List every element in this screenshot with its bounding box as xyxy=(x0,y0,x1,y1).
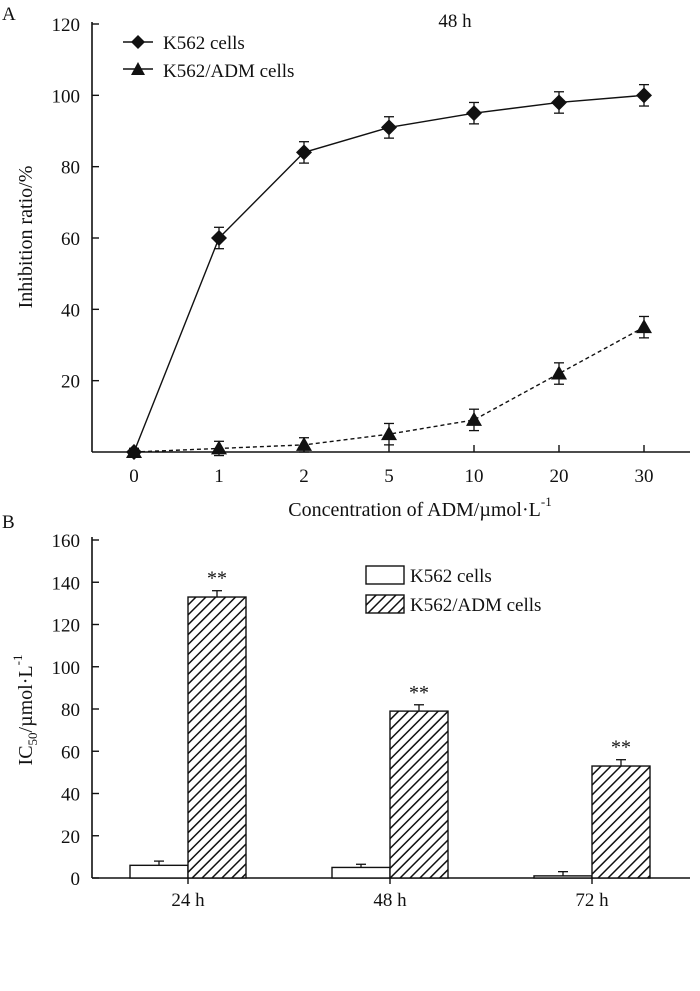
data-point-diamond xyxy=(636,87,652,104)
bar-k562-adm xyxy=(187,596,247,879)
panel-a-x-ticks: 0 1 2 5 10 20 30 xyxy=(129,445,654,487)
y-tick-label: 160 xyxy=(52,531,81,552)
x-tick-label: 1 xyxy=(214,466,224,487)
bar-k562-adm xyxy=(591,765,651,879)
panel-a: A 48 h 20 40 60 80 100 120 0 1 2 5 10 20 30 Inhibit… xyxy=(2,4,690,521)
panel-a-y-ticks: 20 40 60 80 100 120 xyxy=(52,15,99,393)
panel-a-x-label: Concentration of ADM/µmol·L-1 xyxy=(288,494,551,521)
x-tick-label: 10 xyxy=(465,466,484,487)
panel-a-series xyxy=(126,83,652,460)
panel-b-label: B xyxy=(2,512,15,533)
legend-swatch-k562 xyxy=(365,565,405,585)
significance-label: ** xyxy=(207,568,227,590)
data-point-triangle xyxy=(296,436,312,451)
y-tick-label: 120 xyxy=(52,15,81,36)
panel-b-y-label-sup: -1 xyxy=(10,655,25,666)
data-point-diamond xyxy=(381,119,397,136)
panel-b-x-ticks: 24 h 48 h 72 h xyxy=(171,878,609,911)
y-tick-label: 60 xyxy=(61,742,80,763)
panel-b-y-label-rest: /µmol·L xyxy=(15,665,37,732)
panel-a-legend: K562 cells K562/ADM cells xyxy=(123,33,294,82)
panel-b-y-label-main: IC xyxy=(15,745,37,765)
x-tick-label: 30 xyxy=(635,466,654,487)
data-point-triangle xyxy=(636,319,652,334)
panel-a-x-label-text: Concentration of ADM/µmol·L xyxy=(288,499,541,521)
y-tick-label: 60 xyxy=(61,229,80,250)
x-tick-label: 2 xyxy=(299,466,309,487)
panel-b-legend: K562 cells K562/ADM cells xyxy=(365,565,541,616)
legend-swatch-k562-adm xyxy=(365,594,405,614)
legend-triangle-icon xyxy=(131,62,145,75)
data-point-triangle xyxy=(211,440,227,455)
significance-label: ** xyxy=(611,737,631,759)
y-tick-label: 20 xyxy=(61,372,80,393)
panel-a-x-label-sup: -1 xyxy=(541,494,552,509)
x-tick-label: 20 xyxy=(550,466,569,487)
y-tick-label: 40 xyxy=(61,785,80,806)
legend-label-k562: K562 cells xyxy=(163,33,245,54)
panel-b-y-ticks: 0 20 40 60 80 100 120 140 160 xyxy=(52,531,99,890)
data-point-triangle xyxy=(551,365,567,380)
panel-b-y-label-sub: 50 xyxy=(25,732,40,745)
panel-b-y-label: IC50/µmol·L-1 xyxy=(10,655,40,766)
panel-b: B 0 20 40 60 80 100 120 140 160 24 h 48 h 72 h IC5… xyxy=(2,512,690,911)
panel-a-y-label: Inhibition ratio/% xyxy=(15,166,37,309)
panel-a-label: A xyxy=(2,4,16,25)
bar-k562 xyxy=(331,866,391,879)
y-tick-label: 120 xyxy=(52,616,81,637)
bar-k562 xyxy=(129,864,189,879)
y-tick-label: 80 xyxy=(61,158,80,179)
y-tick-label: 20 xyxy=(61,827,80,848)
legend-label-b-k562-adm: K562/ADM cells xyxy=(410,595,541,616)
x-tick-label: 72 h xyxy=(575,890,609,911)
data-point-diamond xyxy=(466,105,482,122)
x-tick-label: 48 h xyxy=(373,890,407,911)
panel-a-title: 48 h xyxy=(438,11,472,32)
data-point-triangle xyxy=(466,411,482,426)
data-point-triangle xyxy=(126,444,142,458)
y-tick-label: 80 xyxy=(61,700,80,721)
y-tick-label: 40 xyxy=(61,300,80,321)
data-point-triangle xyxy=(381,426,397,441)
data-point-diamond xyxy=(211,230,227,246)
y-tick-label: 100 xyxy=(52,658,81,679)
bar-k562-adm xyxy=(389,710,449,879)
x-tick-label: 24 h xyxy=(171,890,205,911)
legend-label-b-k562: K562 cells xyxy=(410,566,492,587)
y-tick-label: 100 xyxy=(52,86,81,107)
x-tick-label: 5 xyxy=(384,466,394,487)
legend-label-k562-adm: K562/ADM cells xyxy=(163,61,294,82)
series-line-0 xyxy=(133,94,645,453)
legend-diamond-icon xyxy=(131,35,145,49)
bar-k562 xyxy=(533,875,593,879)
significance-label: ** xyxy=(409,682,429,704)
y-tick-label: 0 xyxy=(71,869,81,890)
x-tick-label: 0 xyxy=(129,466,139,487)
data-point-diamond xyxy=(551,94,567,111)
panel-b-bars: ** ** ** xyxy=(129,568,651,879)
y-tick-label: 140 xyxy=(52,573,81,594)
data-point-diamond xyxy=(296,144,312,161)
